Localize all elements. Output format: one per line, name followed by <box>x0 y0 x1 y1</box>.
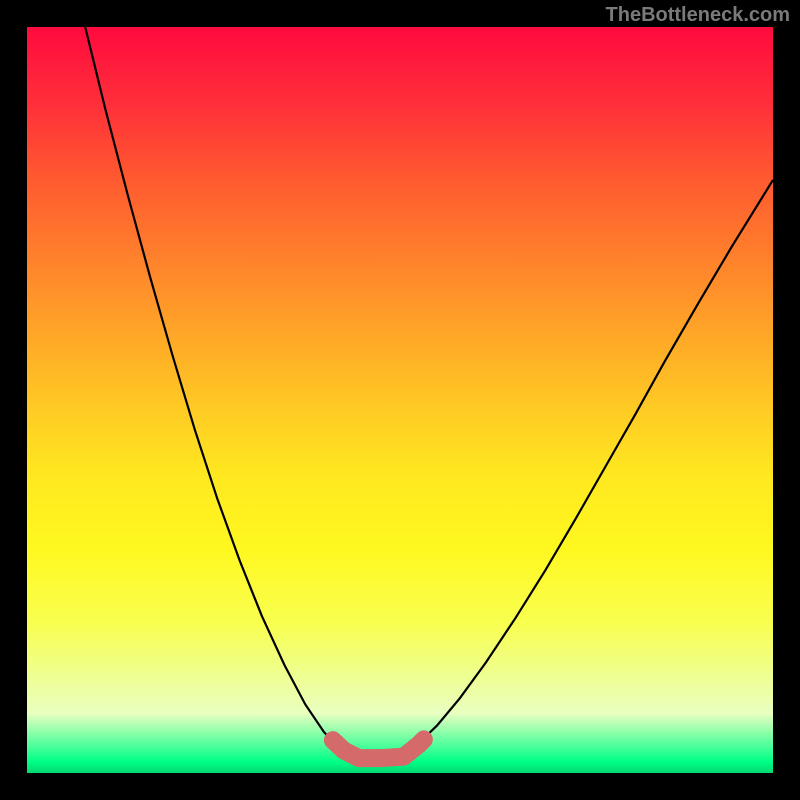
bottleneck-curve <box>85 27 773 758</box>
plot-area <box>27 27 773 773</box>
watermark-text: TheBottleneck.com <box>606 4 790 27</box>
chart-svg <box>27 27 773 773</box>
highlight-segment <box>333 739 424 758</box>
